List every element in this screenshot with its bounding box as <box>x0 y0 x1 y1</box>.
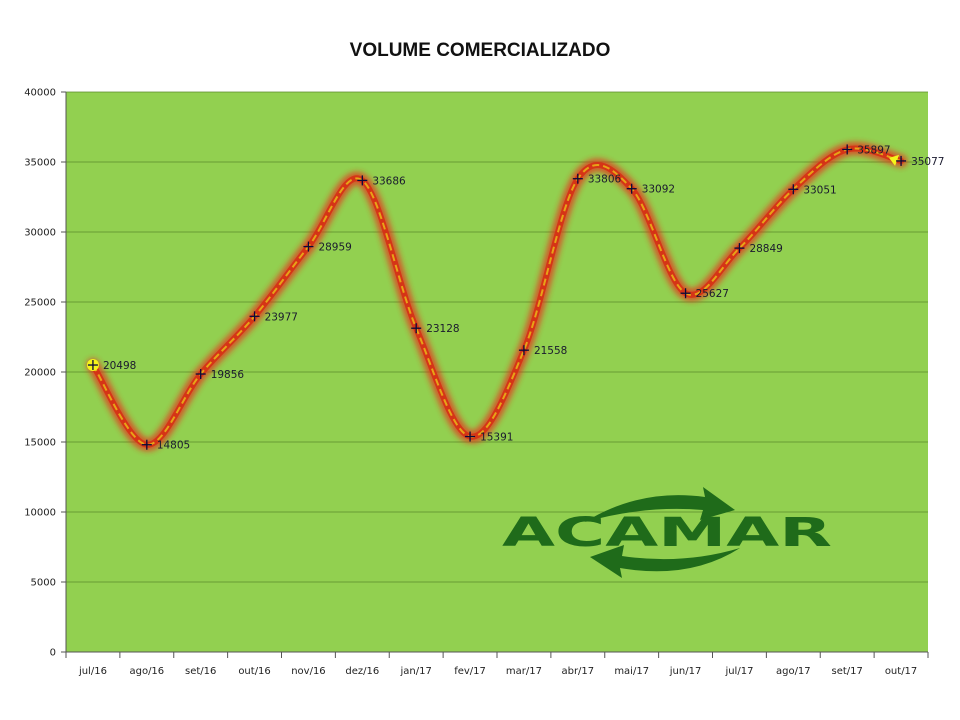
data-point <box>680 288 691 299</box>
data-label: 35077 <box>911 156 944 168</box>
data-label: 33051 <box>803 184 836 196</box>
x-tick-label: mar/17 <box>506 666 542 677</box>
data-point <box>195 369 206 380</box>
data-point <box>788 184 799 195</box>
x-tick-label: ago/17 <box>776 666 811 677</box>
data-labels: 20498 14805 19856 23977 28959 33686 23128 15391… <box>103 144 945 451</box>
data-label: 28959 <box>318 242 351 254</box>
y-tick-label: 40000 <box>24 88 56 99</box>
data-label: 15391 <box>480 432 513 444</box>
axes: 0 5000 10000 15000 20000 25000 30000 35000 40000… <box>24 88 929 677</box>
x-tick-label: ago/16 <box>129 666 164 677</box>
y-tick-label: 15000 <box>24 438 56 449</box>
data-label: 28849 <box>749 243 782 255</box>
x-tick-label: jan/17 <box>400 666 432 677</box>
x-tick-label: out/17 <box>885 666 917 677</box>
data-markers <box>86 144 907 450</box>
y-tick-label: 10000 <box>24 508 56 519</box>
data-point <box>249 311 260 322</box>
data-point <box>357 175 368 186</box>
data-label: 20498 <box>103 360 136 372</box>
data-label: 33806 <box>588 174 622 186</box>
logo-arrow-top <box>585 487 735 522</box>
y-tick-label: 30000 <box>24 228 56 239</box>
y-tick-label: 35000 <box>24 158 56 169</box>
data-point <box>465 431 476 442</box>
x-tick-label: set/16 <box>185 666 216 677</box>
x-tick-label: dez/16 <box>345 666 379 677</box>
x-tick-label: jul/17 <box>724 666 753 677</box>
data-label: 14805 <box>157 440 190 452</box>
x-tick-label: jun/17 <box>669 666 702 677</box>
data-label: 33092 <box>642 184 675 196</box>
data-label: 35897 <box>857 144 890 156</box>
data-point <box>572 173 583 184</box>
data-label: 33686 <box>372 175 406 187</box>
data-point <box>518 345 529 356</box>
x-tick-label: mai/17 <box>614 666 649 677</box>
y-tick-label: 5000 <box>31 578 56 589</box>
acamar-logo: ACAMAR <box>502 487 832 578</box>
y-tick-label: 20000 <box>24 368 56 379</box>
series-line-path <box>92 147 902 446</box>
data-point <box>86 359 99 372</box>
data-label: 23977 <box>265 311 298 323</box>
y-tick-label: 0 <box>50 648 56 659</box>
data-label: 21558 <box>534 345 567 357</box>
data-point <box>303 241 314 252</box>
data-point <box>889 154 907 166</box>
y-tick-label: 25000 <box>24 298 56 309</box>
data-point <box>626 183 637 194</box>
data-point <box>842 144 853 155</box>
data-point <box>734 243 745 254</box>
data-label: 23128 <box>426 323 459 335</box>
data-point <box>411 323 422 334</box>
x-tick-label: out/16 <box>238 666 270 677</box>
x-tick-label: jul/16 <box>78 666 107 677</box>
x-tick-label: abr/17 <box>561 666 594 677</box>
x-tick-label: nov/16 <box>291 666 325 677</box>
data-point <box>141 439 152 450</box>
data-label: 25627 <box>696 288 729 300</box>
logo-text: ACAMAR <box>502 510 832 556</box>
chart-title: VOLUME COMERCIALIZADO <box>349 40 611 61</box>
x-tick-label: fev/17 <box>454 666 486 677</box>
data-label: 19856 <box>211 369 245 381</box>
logo-arrow-bottom <box>590 545 740 578</box>
highlight-arrow <box>889 154 900 166</box>
x-tick-label: set/17 <box>831 666 862 677</box>
